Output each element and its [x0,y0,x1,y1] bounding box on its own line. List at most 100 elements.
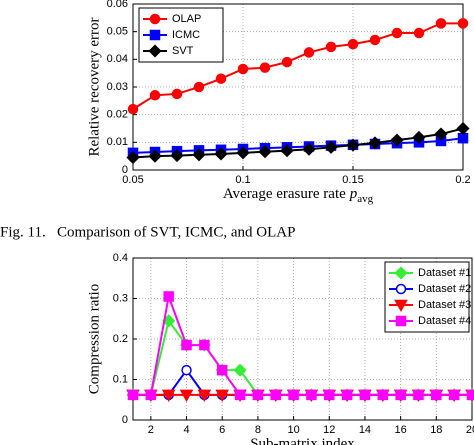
y-tick-label: 0.03 [107,81,128,93]
y-tick-label: 0.01 [107,136,128,148]
marker [456,121,470,136]
marker [466,389,474,401]
marker [181,364,192,376]
x-tick-label: 16 [395,424,407,436]
y-tick-label: 0.4 [113,252,128,264]
x-tick-label: 6 [219,424,225,436]
legend-marker [395,283,407,295]
marker [280,144,294,158]
x-tick-label: 0.15 [342,174,363,186]
marker [161,389,176,402]
legend-label: Dataset #3 [418,299,471,311]
x-tick-label: 0.1 [235,174,250,186]
marker [391,27,403,39]
marker [215,389,229,402]
x-axis-label-var: p [349,186,358,202]
x-axis-label: Average erasure rate pavg [223,186,374,204]
marker [179,389,194,402]
y-axis-label: Relative recovery error [86,17,102,156]
marker [236,146,250,160]
plot-frame [132,3,464,171]
x-axis-label-text: Average erasure rate [223,186,346,202]
marker [324,389,335,401]
marker [171,88,183,100]
marker [346,138,360,152]
y-tick-label: 0.05 [107,26,128,38]
marker [435,18,447,29]
figure-caption: Fig. 11. Comparison of SVT, ICMC, and OL… [0,224,295,240]
marker [215,73,227,84]
marker [302,142,316,156]
y-axis-label: Compression ratio [86,284,102,394]
x-tick-label: 4 [183,424,189,436]
marker [413,27,425,39]
marker [390,133,404,147]
marker [412,130,426,144]
x-tick-label: 12 [323,424,335,436]
marker [149,90,161,101]
legend-marker [394,266,408,280]
marker [199,339,210,351]
marker [237,63,249,75]
y-tick-label: 0.02 [107,109,128,121]
legend-label: OLAP [172,13,201,25]
marker [434,127,448,141]
marker [234,389,246,401]
x-axis-label: Sub-matrix index [250,436,355,445]
marker [127,389,139,401]
y-tick-label: 0 [122,414,128,426]
marker [181,339,192,351]
marker [233,363,247,377]
marker [163,291,174,302]
marker [145,389,157,401]
x-axis-label-sub: avg [357,193,373,205]
marker [303,47,315,58]
marker [377,389,389,401]
y-tick-label: 0.1 [113,373,128,385]
marker [324,140,338,154]
marker [170,149,184,163]
marker [325,41,337,53]
marker [306,389,317,401]
x-tick-label: 14 [359,424,371,436]
legend-marker [149,13,161,25]
marker [413,389,424,401]
marker [214,147,228,161]
x-tick-label: 0.05 [122,174,143,186]
marker [341,389,353,401]
legend-marker [394,299,408,313]
marker [369,34,381,46]
y-tick-label: 0.3 [113,292,128,304]
y-tick-label: 0.04 [107,53,128,65]
marker [259,62,271,73]
marker [252,389,264,401]
marker [431,389,442,401]
y-tick-label: 0.2 [113,333,128,345]
x-tick-label: 2 [148,424,154,436]
series-line [132,137,464,154]
plot-frame [132,257,473,421]
x-tick-label: 0.2 [455,174,470,186]
marker [126,150,140,165]
marker [216,364,228,376]
legend-marker [148,44,162,58]
legend-marker [149,29,161,41]
x-tick-label: 8 [255,424,261,436]
marker [192,148,206,162]
x-axis-label-text: Sub-matrix index [250,436,355,445]
legend-marker [395,315,407,327]
legend-label: SVT [172,45,194,57]
marker [448,389,460,401]
marker [347,38,359,50]
legend-label: Dataset #2 [418,283,471,295]
legend-label: Dataset #1 [418,267,471,279]
marker [193,81,205,93]
marker [368,136,382,150]
marker [359,389,371,401]
x-tick-label: 10 [287,424,299,436]
marker [457,18,469,29]
legend-label: ICMC [172,29,200,41]
marker [281,56,293,68]
x-tick-label: 20 [466,424,474,436]
